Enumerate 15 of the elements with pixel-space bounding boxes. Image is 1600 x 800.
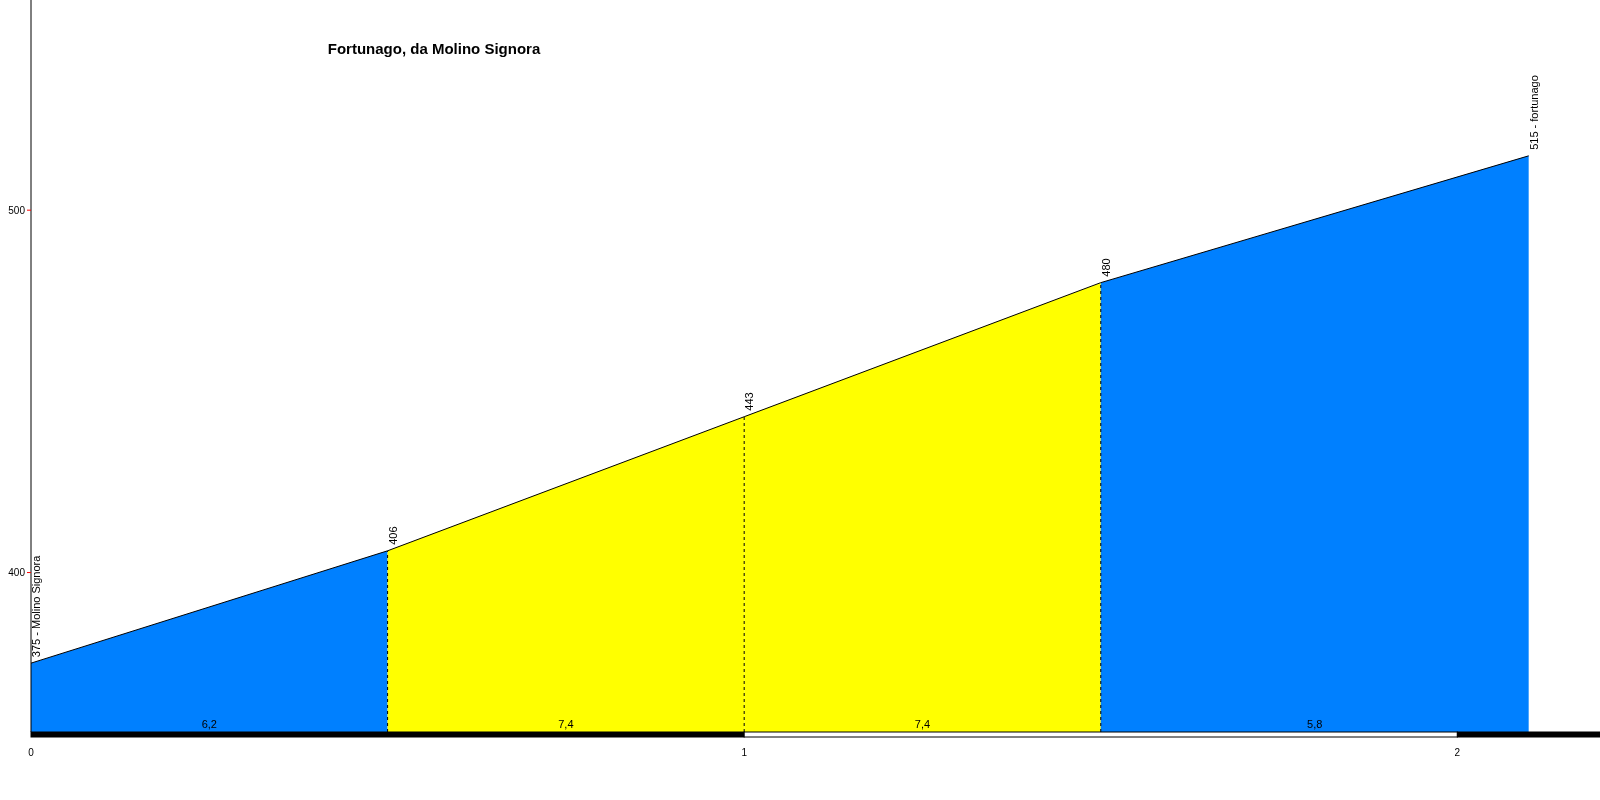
annotation: 515 - fortunago — [1527, 75, 1540, 150]
y-tick-label: 500 — [8, 204, 26, 216]
y-tick-label: 400 — [8, 567, 26, 579]
x-tick-label: 0 — [28, 747, 35, 758]
annotation: 5,8 — [1307, 718, 1323, 730]
annotation: 7,4 — [558, 718, 574, 730]
annotation: 480 — [1099, 258, 1112, 277]
annotation: 443 — [743, 392, 756, 411]
x-tick-label: 1 — [741, 747, 748, 758]
annotation: 375 - Molino Signora — [30, 554, 42, 658]
annotation: 6,2 — [201, 718, 217, 730]
x-tick-label: 2 — [1454, 747, 1461, 758]
annotation: 7,4 — [914, 718, 931, 730]
text: Fortunago, da Molino Signora — [327, 40, 541, 57]
annotation: 406 — [386, 526, 399, 545]
